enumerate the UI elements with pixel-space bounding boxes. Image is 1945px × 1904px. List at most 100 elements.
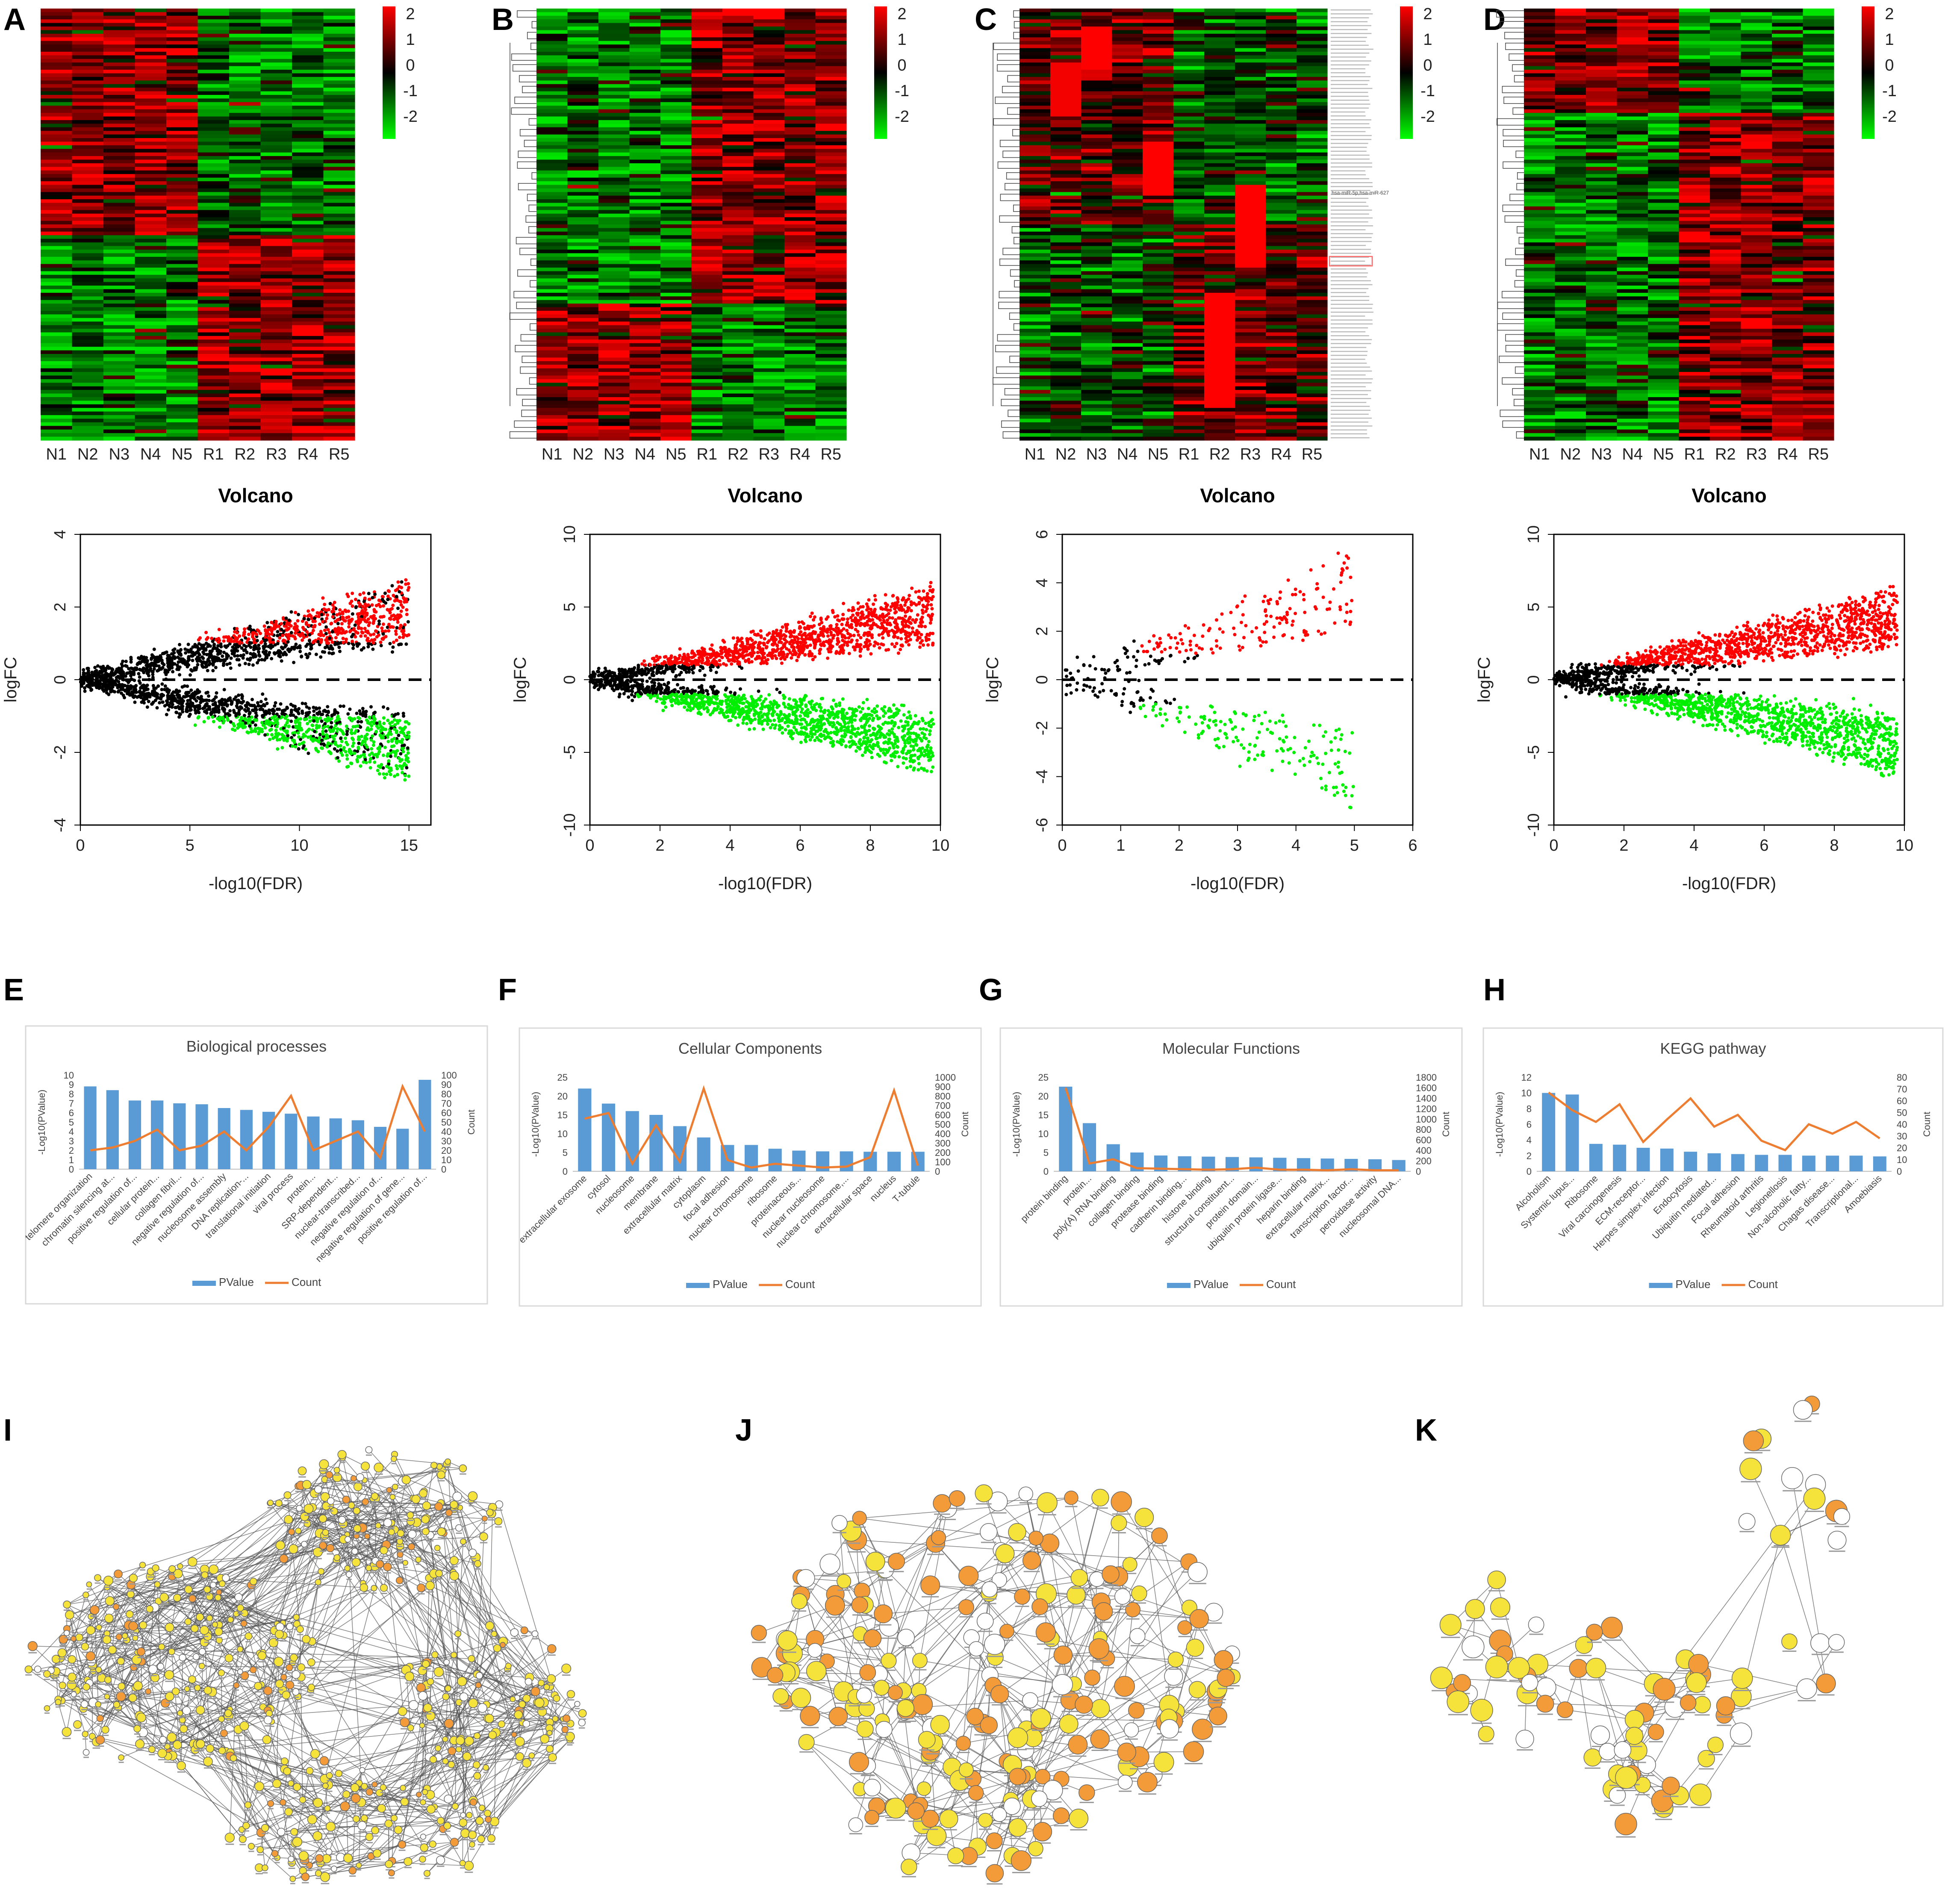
heat-cell — [1617, 55, 1648, 59]
heat-cell — [1173, 325, 1205, 329]
heat-cell — [1772, 106, 1804, 110]
heat-cell — [197, 292, 230, 297]
heat-cell — [103, 354, 136, 358]
heat-cell — [1081, 167, 1112, 171]
heat-cell — [1235, 152, 1266, 156]
heat-cell — [1555, 321, 1586, 326]
heat-cell — [72, 242, 104, 247]
heat-cell — [323, 404, 355, 408]
heat-cell — [536, 37, 568, 41]
heat-cell — [691, 347, 723, 351]
heat-cell — [72, 419, 104, 423]
heat-cell — [1803, 292, 1834, 297]
heat-cell — [784, 339, 816, 344]
heat-cell — [103, 9, 136, 13]
heat-cell — [1803, 311, 1834, 315]
heat-cell — [1297, 314, 1328, 318]
heat-cell — [1020, 264, 1051, 268]
heat-cell — [1803, 138, 1834, 142]
heat-cell — [1524, 134, 1556, 139]
heat-cell — [691, 152, 723, 156]
heat-cell — [753, 88, 785, 92]
heat-cell — [323, 109, 355, 113]
heat-cell — [1772, 217, 1804, 221]
heat-cell — [135, 221, 167, 225]
heat-cell — [103, 124, 136, 128]
heat-cell — [41, 282, 73, 286]
dendrogram-branch — [999, 140, 1020, 147]
color-scale-label: 1 — [406, 31, 415, 49]
heat-cell — [1266, 332, 1297, 336]
heat-cell — [260, 379, 292, 383]
heat-cell — [1679, 289, 1710, 293]
heat-cell — [1710, 131, 1742, 135]
heat-cell — [1679, 12, 1710, 16]
heat-cell — [323, 375, 355, 380]
heat-cell — [815, 30, 847, 34]
dendrogram-branch — [518, 150, 536, 158]
heat-cell — [753, 59, 785, 63]
heat-cell — [1741, 109, 1772, 113]
heat-cell — [292, 59, 324, 63]
heat-cell — [598, 84, 630, 88]
heat-cell — [229, 426, 261, 430]
heat-cell — [323, 361, 355, 365]
heat-cell — [1555, 192, 1586, 196]
dendrogram-branch — [509, 431, 536, 439]
heat-cell — [1020, 188, 1051, 192]
heat-cell — [1050, 37, 1082, 41]
heat-cell — [1050, 228, 1082, 232]
heat-cell — [1204, 138, 1235, 142]
heat-cell — [1266, 73, 1297, 77]
heat-cell — [166, 203, 198, 207]
heat-cell — [323, 365, 355, 369]
heat-cell — [1020, 124, 1051, 128]
heat-cell — [1235, 224, 1266, 229]
dendrogram-branch — [1006, 172, 1020, 180]
heat-cell — [1803, 397, 1834, 401]
heat-cell — [1081, 27, 1112, 31]
heat-cell — [1555, 95, 1586, 99]
heat-cell — [41, 113, 73, 117]
heat-cell — [323, 307, 355, 311]
heat-cell — [629, 426, 661, 430]
heat-cell — [1266, 404, 1297, 408]
heat-cell — [1679, 404, 1710, 408]
heat-cell — [815, 62, 847, 67]
heat-cell — [1235, 282, 1266, 286]
heat-cell — [598, 393, 630, 398]
heat-cell — [1235, 66, 1266, 70]
heat-cell — [753, 138, 785, 142]
heat-cell — [598, 365, 630, 369]
heat-cell — [103, 339, 136, 344]
heat-cell — [166, 181, 198, 186]
heat-cell — [660, 224, 692, 229]
heat-cell — [135, 116, 167, 121]
heat-cell — [41, 48, 73, 52]
heat-cell — [135, 401, 167, 405]
heat-cell — [1204, 404, 1235, 408]
heat-cell — [323, 120, 355, 124]
heat-cell — [567, 282, 599, 286]
heat-cell — [1648, 372, 1680, 376]
heat-cell — [1143, 33, 1174, 38]
heat-cell — [567, 206, 599, 210]
heat-cell — [1772, 33, 1804, 38]
heat-cell — [166, 91, 198, 95]
heat-cell — [1020, 404, 1051, 408]
heat-cell — [1112, 44, 1143, 49]
heat-cell — [41, 289, 73, 293]
heat-cell — [629, 163, 661, 167]
heat-cell — [41, 372, 73, 376]
heat-cell — [536, 48, 568, 52]
heat-cell — [1112, 350, 1143, 354]
heat-cell — [1586, 354, 1618, 358]
heat-cell — [1772, 332, 1804, 336]
heat-cell — [1266, 264, 1297, 268]
heat-cell — [1617, 292, 1648, 297]
heat-cell — [722, 44, 754, 49]
heat-cell — [1081, 361, 1112, 365]
heat-cell — [660, 304, 692, 308]
heat-cell — [229, 210, 261, 214]
heat-cell — [753, 242, 785, 247]
